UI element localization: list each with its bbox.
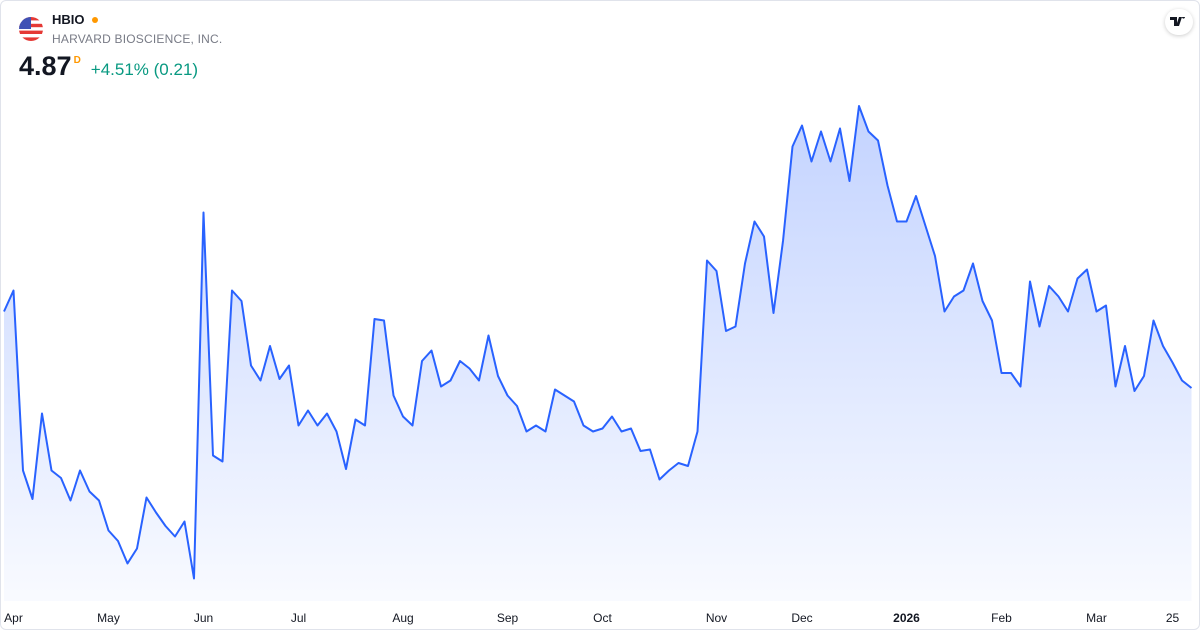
x-tick-label: Feb: [991, 611, 1012, 625]
price-row: 4.87 D +4.51% (0.21): [19, 51, 222, 82]
x-tick-label: Mar: [1086, 611, 1107, 625]
x-tick-label: Oct: [593, 611, 612, 625]
x-tick-label: Dec: [791, 611, 812, 625]
x-tick-label: Aug: [392, 611, 413, 625]
flag-icon: [19, 17, 43, 41]
x-tick-label: 2026: [893, 611, 920, 625]
interval: D: [73, 55, 81, 66]
header: HBIO HARVARD BIOSCIENCE, INC. 4.87 D +4.51…: [19, 11, 222, 82]
status-dot: [91, 16, 98, 23]
x-tick-label: Sep: [497, 611, 519, 625]
last-price: 4.87: [19, 51, 72, 81]
logo[interactable]: [1165, 9, 1193, 35]
x-tick-label: Apr: [4, 611, 23, 625]
x-tick-label: 25: [1166, 611, 1180, 625]
x-tick-label: May: [97, 611, 120, 625]
symbol-row: HBIO HARVARD BIOSCIENCE, INC.: [19, 11, 222, 46]
logo-icon: [1170, 17, 1185, 26]
x-tick-label: Jul: [291, 611, 306, 625]
symbol: HBIO: [52, 12, 85, 27]
area-fill: [4, 106, 1192, 601]
company-name: HARVARD BIOSCIENCE, INC.: [52, 32, 223, 46]
price-change: +4.51% (0.21): [90, 60, 199, 79]
x-tick-label: Jun: [194, 611, 213, 625]
x-tick-label: Nov: [706, 611, 727, 625]
price-line: [3, 105, 1193, 580]
